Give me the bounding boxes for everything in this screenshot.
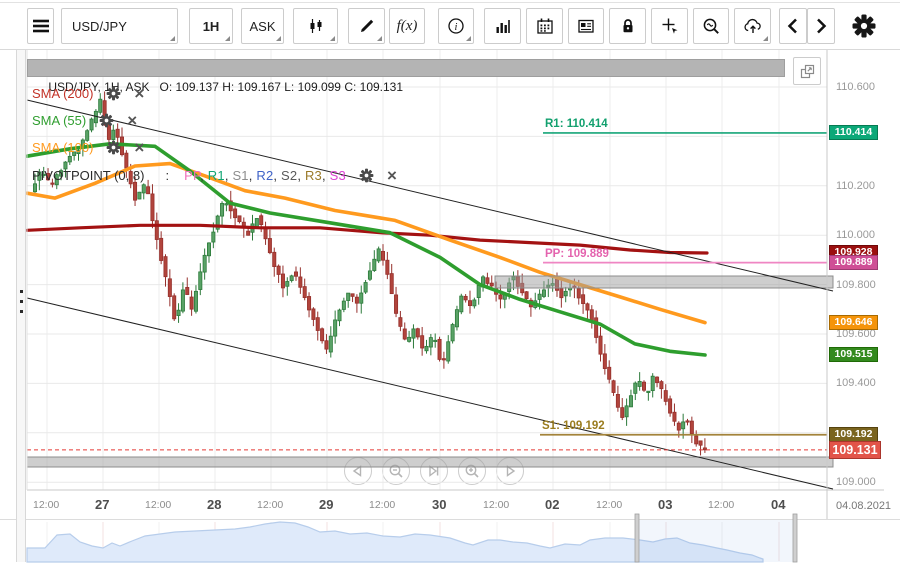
save-cloud-button[interactable] xyxy=(734,8,771,44)
svg-text:i: i xyxy=(455,22,458,33)
indicator-remove-icon[interactable]: × xyxy=(127,110,138,130)
pencil-icon xyxy=(360,19,373,32)
pivot-items: PP, R1, S1, R2, S2, R3, S3 xyxy=(184,168,346,183)
pivot-item-pp: PP xyxy=(184,168,201,183)
info-button[interactable]: i xyxy=(438,8,474,44)
chevron-right-icon xyxy=(817,18,827,34)
pivot-item-r1: R1 xyxy=(207,168,225,183)
price-side-select[interactable]: ASK xyxy=(241,8,284,44)
cloud-upload-icon xyxy=(743,18,761,33)
sma55-label: SMA (55) xyxy=(32,113,87,128)
pivot-item-r3: R3 xyxy=(304,168,322,183)
zoom-mode-button[interactable] xyxy=(693,8,729,44)
price-axis[interactable] xyxy=(828,50,888,519)
pivot-item-r2: R2 xyxy=(256,168,274,183)
news-icon xyxy=(578,19,594,33)
settings-gear-button[interactable] xyxy=(847,8,881,44)
lock-icon xyxy=(623,19,632,33)
crosshair-cursor-icon xyxy=(662,18,677,34)
chart-type-button[interactable] xyxy=(293,8,338,44)
detach-chart-button[interactable] xyxy=(793,57,821,85)
indicator-settings-icon[interactable] xyxy=(106,86,121,101)
indicator-settings-icon[interactable] xyxy=(106,140,121,155)
indicator-remove-icon[interactable]: × xyxy=(386,165,397,185)
calendar-button[interactable] xyxy=(526,8,563,44)
draw-tools-button[interactable] xyxy=(348,8,385,44)
timeframe-label: 1H xyxy=(202,18,220,34)
splitter-grip-dots xyxy=(17,290,25,313)
panel-splitter-handle[interactable] xyxy=(16,50,26,562)
triangle-left-icon xyxy=(352,465,362,477)
crosshair-button[interactable] xyxy=(651,8,688,44)
indicator-row-sma55: SMA (55) × xyxy=(32,110,138,130)
sma100-label: SMA (100) xyxy=(32,140,94,155)
pivot-item-s1: S1 xyxy=(232,168,249,183)
main-menu-button[interactable] xyxy=(27,8,54,44)
hamburger-menu-icon xyxy=(32,19,49,33)
indicator-row-pivotpoint: PIVOTPOINT (0, 8): PP, R1, S1, R2, S2, R… xyxy=(32,165,397,185)
lock-button[interactable] xyxy=(609,8,646,44)
candlestick-chart-icon xyxy=(310,19,321,33)
indicator-settings-icon[interactable] xyxy=(359,168,374,183)
indicator-row-sma200: SMA (200) × xyxy=(32,83,145,103)
indicator-settings-icon[interactable] xyxy=(99,113,114,128)
chevron-left-icon xyxy=(787,18,797,34)
play-bar-icon xyxy=(429,465,439,477)
fx-label: f(x) xyxy=(396,17,418,34)
indicator-row-sma100: SMA (100) × xyxy=(32,137,145,157)
pivot-item-s3: S3 xyxy=(329,168,346,183)
indicator-remove-icon[interactable]: × xyxy=(134,83,145,103)
toolbar: USD/JPY 1H ASK f(x) i xyxy=(0,2,900,50)
magnifier-wave-icon xyxy=(703,18,719,34)
indicator-remove-icon[interactable]: × xyxy=(134,137,145,157)
ohlc-title-bar: USD/JPY, 1H, ASK O: 109.137 H: 109.167 L… xyxy=(27,59,785,94)
sma200-label: SMA (200) xyxy=(32,86,94,101)
symbol-select[interactable]: USD/JPY xyxy=(61,8,178,44)
volume-button[interactable] xyxy=(484,8,521,44)
open-in-window-icon xyxy=(800,64,814,78)
pivot-item-s2: S2 xyxy=(281,168,298,183)
time-axis[interactable] xyxy=(27,491,827,519)
pivot-separator: : xyxy=(165,168,170,183)
back-button[interactable] xyxy=(779,8,807,44)
triangle-right-icon xyxy=(506,465,516,477)
symbol-label: USD/JPY xyxy=(72,18,127,34)
news-button[interactable] xyxy=(568,8,604,44)
calendar-icon xyxy=(536,18,553,34)
gear-icon xyxy=(852,14,876,38)
forward-button[interactable] xyxy=(807,8,835,44)
bar-chart-icon xyxy=(496,20,510,33)
pivotpoint-label: PIVOTPOINT (0, 8) xyxy=(32,168,145,183)
info-icon: i xyxy=(448,18,464,34)
navigator-strip[interactable] xyxy=(27,520,884,562)
indicators-button[interactable]: f(x) xyxy=(389,8,425,44)
timeframe-select[interactable]: 1H xyxy=(189,8,233,44)
price-side-label: ASK xyxy=(249,18,276,34)
